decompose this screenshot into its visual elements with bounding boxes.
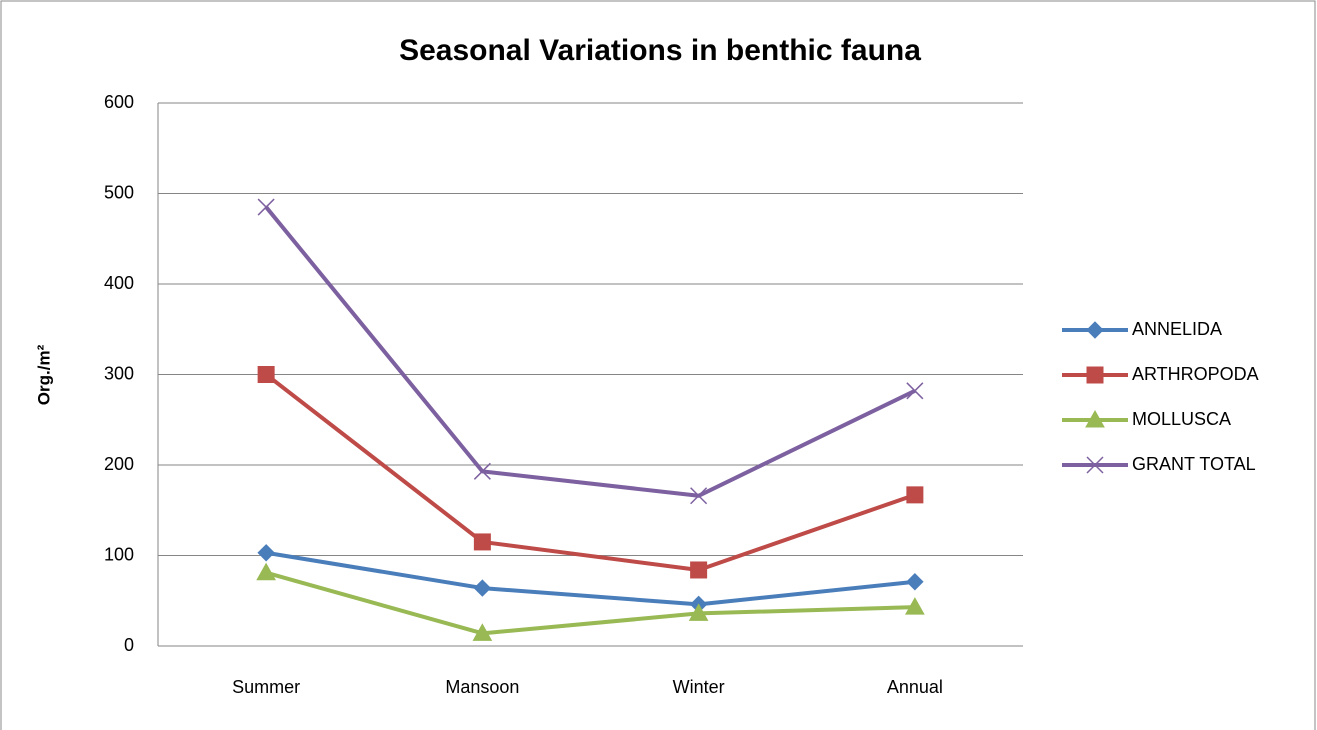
legend-label: MOLLUSCA	[1132, 409, 1231, 429]
y-tick-label: 100	[104, 544, 134, 564]
data-point	[257, 544, 275, 562]
data-point	[473, 579, 492, 597]
y-tick-label: 600	[104, 92, 134, 112]
data-point	[257, 366, 275, 383]
y-tick-label: 0	[124, 635, 134, 655]
data-point	[690, 561, 708, 579]
y-tick-label: 300	[104, 363, 134, 383]
data-point	[688, 603, 709, 621]
chart-title: Seasonal Variations in benthic fauna	[399, 34, 921, 67]
data-point	[906, 382, 924, 400]
legend-marker	[1086, 321, 1104, 339]
data-point	[690, 487, 708, 505]
x-tick-label: Winter	[673, 677, 725, 697]
legend-label: ARTHROPODA	[1132, 364, 1259, 384]
y-tick-label: 400	[104, 273, 134, 293]
y-tick-label: 200	[104, 454, 134, 474]
y-axis-label: Org./m²	[34, 344, 53, 405]
data-point	[473, 462, 491, 480]
series-line	[264, 205, 916, 498]
legend-label: ANNELIDA	[1132, 319, 1222, 339]
data-point	[472, 623, 493, 641]
x-tick-label: Annual	[887, 677, 943, 697]
legend-label: GRANT TOTAL	[1132, 454, 1256, 474]
legend-marker	[1086, 366, 1104, 384]
x-tick-label: Mansoon	[445, 677, 519, 697]
data-point	[257, 198, 275, 216]
data-point	[256, 562, 276, 581]
series-line	[265, 550, 916, 607]
y-tick-label: 500	[104, 182, 134, 202]
data-point	[906, 573, 924, 591]
legend-marker	[1086, 456, 1104, 474]
legend-marker	[1085, 409, 1105, 428]
data-point	[906, 486, 924, 504]
series-line	[264, 372, 916, 572]
x-tick-label: Summer	[232, 677, 300, 697]
data-point	[905, 597, 925, 615]
data-point	[473, 533, 491, 551]
series-line	[265, 570, 915, 636]
